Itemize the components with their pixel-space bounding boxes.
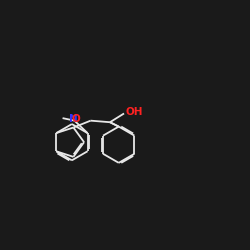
Text: N: N bbox=[69, 114, 78, 124]
Text: O: O bbox=[71, 114, 80, 124]
Text: OH: OH bbox=[126, 107, 143, 117]
